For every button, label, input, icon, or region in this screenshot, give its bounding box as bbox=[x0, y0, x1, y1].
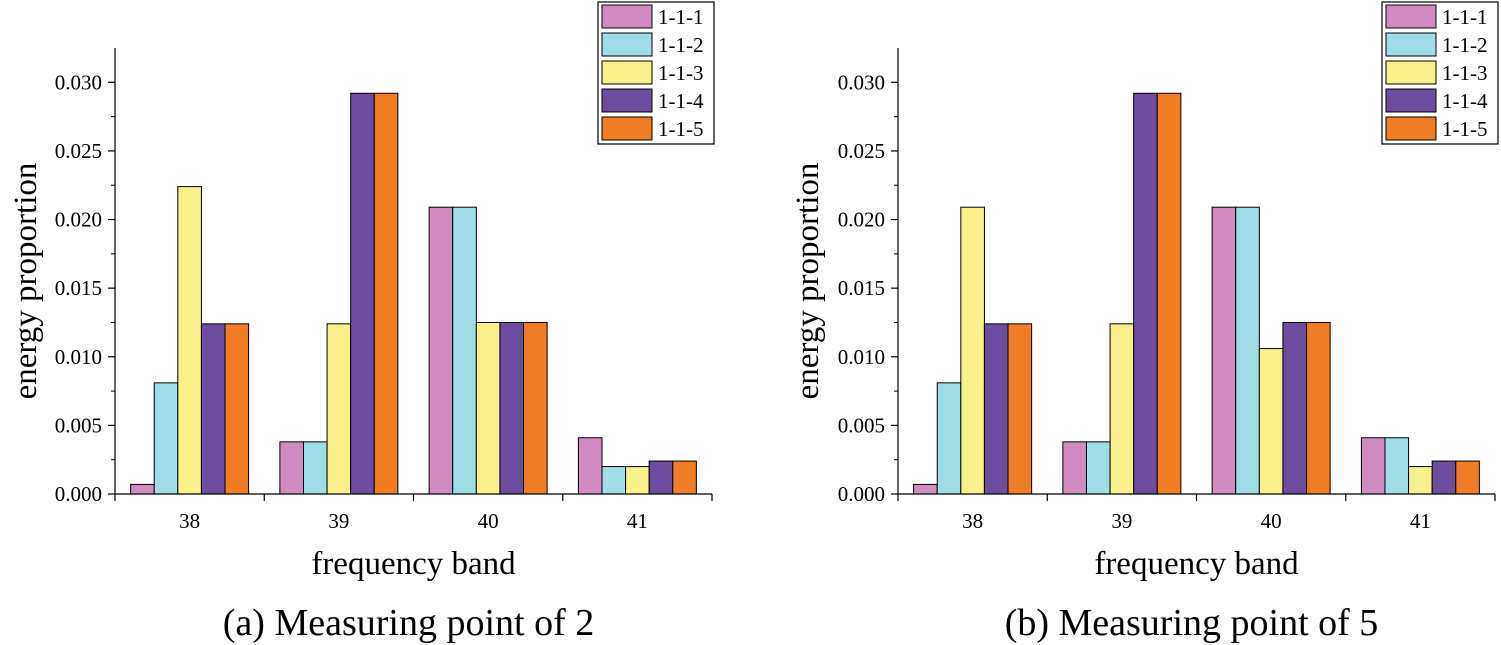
y-tick-label: 0.015 bbox=[55, 276, 102, 300]
legend-label: 1-1-1 bbox=[1442, 5, 1488, 29]
bar-1-1-5-40 bbox=[1306, 321, 1331, 495]
legend-swatch-1-1-1 bbox=[1385, 4, 1437, 29]
legend-swatch-1-1-3 bbox=[1385, 60, 1437, 85]
x-axis-title: frequency band bbox=[1094, 546, 1299, 582]
legend-label: 1-1-5 bbox=[1442, 117, 1488, 141]
bar-1-1-4-39 bbox=[350, 92, 375, 495]
bar-1-1-4-38 bbox=[200, 323, 226, 495]
legend-swatch-1-1-4 bbox=[601, 88, 653, 113]
y-tick-label: 0.010 bbox=[55, 345, 102, 369]
bar-1-1-1-38 bbox=[913, 483, 938, 495]
bar-1-1-2-39 bbox=[302, 441, 328, 495]
bar-1-1-2-40 bbox=[452, 206, 477, 495]
bar-1-1-5-41 bbox=[1455, 460, 1480, 495]
bar-1-1-1-40 bbox=[428, 206, 454, 495]
legend-label: 1-1-3 bbox=[658, 61, 704, 85]
bar-1-1-5-40 bbox=[523, 321, 548, 495]
legend-swatch-1-1-5 bbox=[1385, 116, 1437, 141]
bar-1-1-2-40 bbox=[1235, 206, 1260, 495]
legend-swatch-1-1-5 bbox=[601, 116, 653, 141]
legend-swatch-1-1-1 bbox=[601, 4, 653, 29]
legend-label: 1-1-4 bbox=[658, 89, 704, 113]
y-tick-label: 0.030 bbox=[838, 70, 885, 94]
legend-label: 1-1-1 bbox=[658, 5, 704, 29]
bar-1-1-1-41 bbox=[577, 437, 603, 495]
legend-label: 1-1-3 bbox=[1442, 61, 1488, 85]
bar-1-1-2-38 bbox=[153, 382, 179, 495]
y-tick-label: 0.005 bbox=[55, 413, 102, 437]
bar-1-1-5-39 bbox=[373, 92, 399, 495]
x-axis-title: frequency band bbox=[311, 546, 516, 582]
bar-1-1-5-41 bbox=[672, 460, 697, 495]
bar-1-1-5-39 bbox=[1156, 92, 1182, 495]
legend-swatch-1-1-4 bbox=[1385, 88, 1437, 113]
bar-1-1-3-41 bbox=[625, 466, 650, 495]
x-tick-label: 39 bbox=[1111, 509, 1132, 533]
bar-1-1-1-38 bbox=[130, 483, 155, 495]
bar-1-1-4-38 bbox=[983, 323, 1009, 495]
chart-panel-b: 0.000 0.005 0.010 0.015 0.020 0.025 0.030 38 39 4… bbox=[790, 1, 1499, 644]
chart-caption: (b) Measuring point of 5 bbox=[1005, 602, 1379, 644]
y-tick-label: 0.025 bbox=[55, 139, 102, 163]
bar-1-1-3-41 bbox=[1408, 466, 1433, 495]
bar-1-1-3-38 bbox=[177, 186, 202, 495]
bar-1-1-2-41 bbox=[601, 466, 627, 495]
y-tick-label: 0.005 bbox=[838, 413, 885, 437]
bar-1-1-4-39 bbox=[1133, 92, 1158, 495]
y-axis-title: energy proportion bbox=[790, 163, 826, 400]
y-tick-label: 0.025 bbox=[838, 139, 885, 163]
y-tick-label: 0.010 bbox=[838, 345, 885, 369]
y-tick-label: 0.000 bbox=[838, 482, 885, 506]
y-tick-label: 0.015 bbox=[838, 276, 885, 300]
legend: 1-1-1 1-1-2 1-1-3 1-1-4 1-1-5 bbox=[597, 1, 715, 145]
legend-swatch-1-1-2 bbox=[1385, 32, 1437, 57]
y-tick-label: 0.000 bbox=[55, 482, 102, 506]
bar-1-1-1-39 bbox=[1062, 441, 1087, 495]
bar-1-1-3-39 bbox=[326, 323, 352, 495]
bar-1-1-4-40 bbox=[1282, 321, 1308, 495]
bar-1-1-2-39 bbox=[1085, 441, 1111, 495]
bar-1-1-1-39 bbox=[279, 441, 304, 495]
bar-1-1-2-41 bbox=[1384, 437, 1410, 495]
bar-1-1-5-38 bbox=[224, 323, 250, 495]
chart-panel-a: 0.000 0.005 0.010 0.015 0.020 0.025 0.030 38 39 4… bbox=[8, 1, 715, 644]
legend-label: 1-1-5 bbox=[658, 117, 704, 141]
bar-1-1-3-39 bbox=[1109, 323, 1135, 495]
x-tick-label: 38 bbox=[179, 509, 200, 533]
bar-1-1-4-41 bbox=[1431, 460, 1457, 495]
y-axis-title: energy proportion bbox=[8, 163, 44, 400]
y-tick-label: 0.030 bbox=[55, 70, 102, 94]
bar-1-1-5-38 bbox=[1007, 323, 1033, 495]
legend-label: 1-1-2 bbox=[1442, 33, 1488, 57]
bar-1-1-1-41 bbox=[1360, 437, 1386, 495]
bar-1-1-3-40 bbox=[1258, 348, 1284, 495]
y-tick-label: 0.020 bbox=[55, 208, 102, 232]
bar-1-1-4-41 bbox=[648, 460, 674, 495]
bar-1-1-2-38 bbox=[936, 382, 962, 495]
x-tick-label: 41 bbox=[1410, 509, 1431, 533]
bar-1-1-3-40 bbox=[475, 321, 501, 495]
y-tick-label: 0.020 bbox=[838, 208, 885, 232]
bar-1-1-4-40 bbox=[499, 321, 525, 495]
x-tick-label: 40 bbox=[478, 509, 499, 533]
x-tick-label: 38 bbox=[962, 509, 983, 533]
legend-label: 1-1-4 bbox=[1442, 89, 1488, 113]
legend: 1-1-1 1-1-2 1-1-3 1-1-4 1-1-5 bbox=[1381, 1, 1499, 145]
x-tick-label: 39 bbox=[328, 509, 349, 533]
legend-label: 1-1-2 bbox=[658, 33, 704, 57]
x-tick-label: 41 bbox=[627, 509, 648, 533]
legend-swatch-1-1-2 bbox=[601, 32, 653, 57]
bar-1-1-3-38 bbox=[960, 206, 985, 495]
chart-caption: (a) Measuring point of 2 bbox=[223, 602, 594, 644]
bar-1-1-1-40 bbox=[1211, 206, 1237, 495]
legend-swatch-1-1-3 bbox=[601, 60, 653, 85]
x-tick-label: 40 bbox=[1261, 509, 1282, 533]
